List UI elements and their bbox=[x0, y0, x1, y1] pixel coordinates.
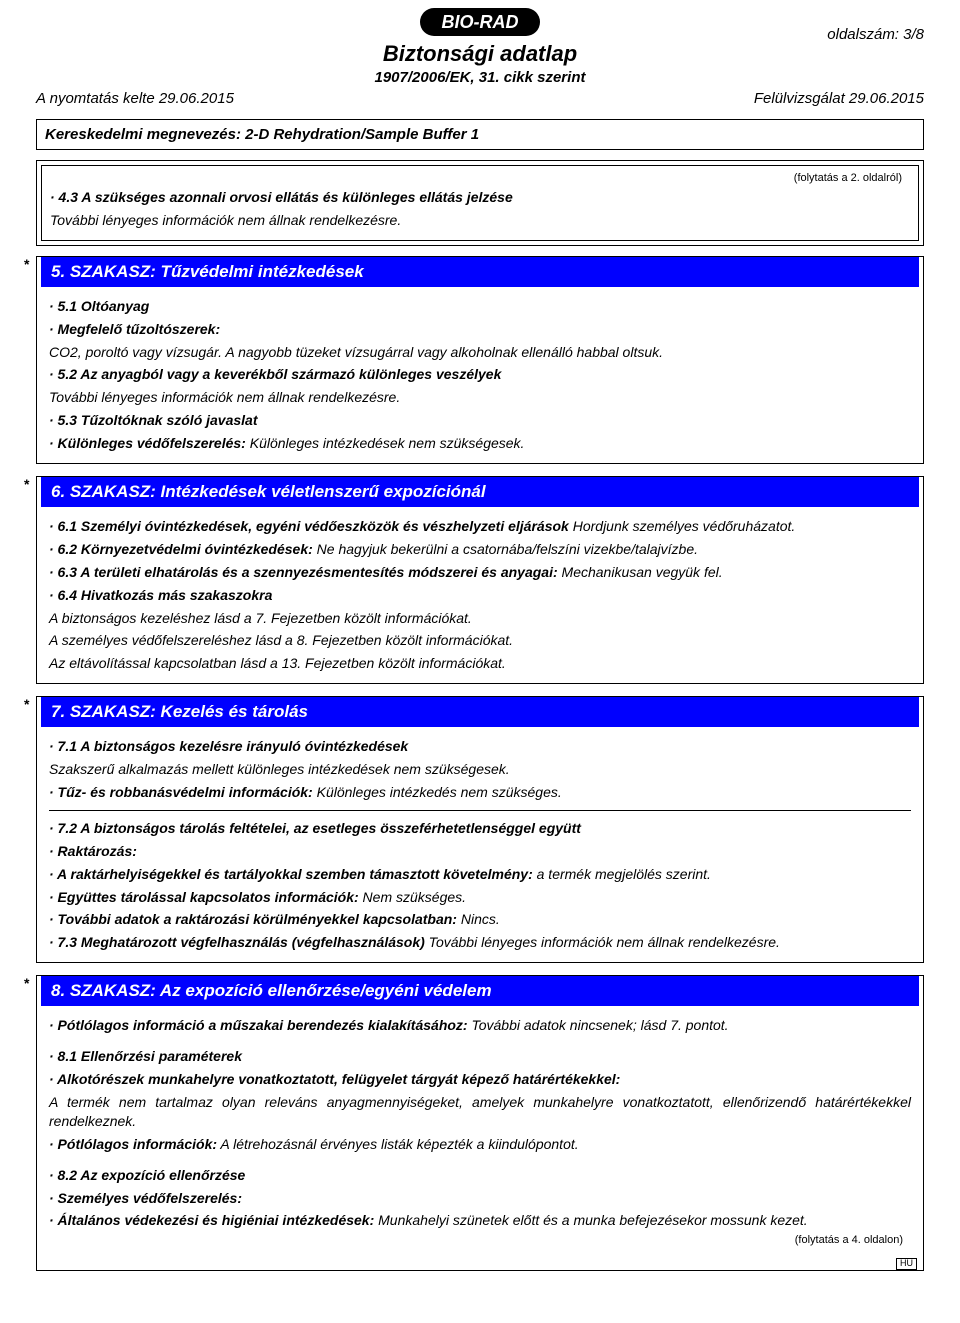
s7-l5: · Raktározás: bbox=[49, 840, 911, 863]
s5-l1: · 5.1 Oltóanyag bbox=[49, 295, 911, 318]
s7-l3-text: Különleges intézkedés nem szükséges. bbox=[317, 784, 562, 800]
s7-l9-label: · 7.3 Meghatározott végfelhasználás (vég… bbox=[49, 934, 425, 950]
product-outer-box: Kereskedelmi megnevezés: 2-D Rehydration… bbox=[36, 119, 924, 150]
product-name: 2-D Rehydration/Sample Buffer 1 bbox=[245, 126, 479, 143]
section-5-box: 5. SZAKASZ: Tűzvédelmi intézkedések · 5.… bbox=[36, 256, 924, 464]
s4-text: További lényeges információk nem állnak … bbox=[50, 209, 910, 232]
s8-l8-text: Munkahelyi szünetek előtt és a munka bef… bbox=[378, 1212, 808, 1228]
revision-date: Felülvizsgálat 29.06.2015 bbox=[754, 90, 924, 107]
s6-l4: · 6.4 Hivatkozás más szakaszokra bbox=[49, 584, 911, 607]
s5-l7: · Különleges védőfelszerelés: Különleges… bbox=[49, 432, 911, 455]
s8-l8-label: · Általános védekezési és higiéniai inté… bbox=[49, 1212, 374, 1228]
separator-line bbox=[49, 810, 911, 811]
s5-l4: · 5.2 Az anyagból vagy a keverékből szár… bbox=[49, 363, 911, 386]
s7-l7: · Együttes tárolással kapcsolatos inform… bbox=[49, 886, 911, 909]
s7-l8: · További adatok a raktározási körülmény… bbox=[49, 908, 911, 931]
s7-l8-text: Nincs. bbox=[461, 911, 500, 927]
s8-l5-label: · Pótlólagos információk: bbox=[49, 1136, 217, 1152]
s8-l1-text: További adatok nincsenek; lásd 7. pontot… bbox=[471, 1017, 728, 1033]
s7-l8-label: · További adatok a raktározási körülmény… bbox=[49, 911, 457, 927]
s6-l3-text: Mechanikusan vegyük fel. bbox=[562, 564, 723, 580]
s7-l3-label: · Tűz- és robbanásvédelmi információk: bbox=[49, 784, 313, 800]
s6-l3: · 6.3 A területi elhatárolás és a szenny… bbox=[49, 561, 911, 584]
section-7-star: * bbox=[24, 696, 34, 712]
document-title: Biztonsági adatlap bbox=[0, 41, 960, 67]
s8-l4: A termék nem tartalmaz olyan releváns an… bbox=[49, 1091, 911, 1133]
section-6-star: * bbox=[24, 476, 34, 492]
section-7-bar: 7. SZAKASZ: Kezelés és tárolás bbox=[41, 697, 919, 727]
document-subtitle: 1907/2006/EK, 31. cikk szerint bbox=[0, 69, 960, 86]
s5-l2: · Megfelelő tűzoltószerek: bbox=[49, 318, 911, 341]
document-header: BIO-RAD Biztonsági adatlap 1907/2006/EK,… bbox=[0, 8, 960, 86]
s6-l2: · 6.2 Környezetvédelmi óvintézkedések: N… bbox=[49, 538, 911, 561]
section-8-bar: 8. SZAKASZ: Az expozíció ellenőrzése/egy… bbox=[41, 976, 919, 1006]
section-6-box: 6. SZAKASZ: Intézkedések véletlenszerű e… bbox=[36, 476, 924, 684]
s7-l2: Szakszerű alkalmazás mellett különleges … bbox=[49, 758, 911, 781]
s7-l4: · 7.2 A biztonságos tárolás feltételei, … bbox=[49, 817, 911, 840]
section-8-box: 8. SZAKASZ: Az expozíció ellenőrzése/egy… bbox=[36, 975, 924, 1271]
s8-l8: · Általános védekezési és higiéniai inté… bbox=[49, 1209, 911, 1232]
s8-l7: · Személyes védőfelszerelés: bbox=[49, 1187, 911, 1210]
section-8-star: * bbox=[24, 975, 34, 991]
hu-tag: HU bbox=[896, 1258, 917, 1270]
s6-l5: A biztonságos kezeléshez lásd a 7. Fejez… bbox=[49, 607, 911, 630]
product-label: Kereskedelmi megnevezés: bbox=[45, 126, 241, 143]
s4-heading: · 4.3 A szükséges azonnali orvosi ellátá… bbox=[50, 186, 910, 209]
section-6-bar: 6. SZAKASZ: Intézkedések véletlenszerű e… bbox=[41, 477, 919, 507]
s5-l7-text: Különleges intézkedések nem szükségesek. bbox=[250, 435, 525, 451]
section-5-star: * bbox=[24, 256, 34, 272]
print-date: A nyomtatás kelte 29.06.2015 bbox=[36, 90, 234, 107]
s6-l3-label: · 6.3 A területi elhatárolás és a szenny… bbox=[49, 564, 558, 580]
bio-rad-logo: BIO-RAD bbox=[420, 8, 540, 39]
s5-l7-label: · Különleges védőfelszerelés: bbox=[49, 435, 246, 451]
s8-l3: · Alkotórészek munkahelyre vonatkoztatot… bbox=[49, 1068, 911, 1091]
s8-l2: · 8.1 Ellenőrzési paraméterek bbox=[49, 1045, 911, 1068]
s5-l6: · 5.3 Tűzoltóknak szóló javaslat bbox=[49, 409, 911, 432]
s7-l3: · Tűz- és robbanásvédelmi információk: K… bbox=[49, 781, 911, 804]
logo-text: BIO-RAD bbox=[442, 12, 519, 32]
s6-l7: Az eltávolítással kapcsolatban lásd a 13… bbox=[49, 652, 911, 675]
s8-l1: · Pótlólagos információ a műszakai beren… bbox=[49, 1014, 911, 1037]
s8-l5: · Pótlólagos információk: A létrehozásná… bbox=[49, 1133, 911, 1156]
s7-l7-label: · Együttes tárolással kapcsolatos inform… bbox=[49, 889, 359, 905]
hu-tag-wrapper: HU bbox=[37, 1258, 923, 1270]
s7-l6-text: a termék megjelölés szerint. bbox=[537, 866, 711, 882]
section-4-box: (folytatás a 2. oldalról) · 4.3 A szüksé… bbox=[36, 160, 924, 246]
section-5-bar: 5. SZAKASZ: Tűzvédelmi intézkedések bbox=[41, 257, 919, 287]
s6-l2-label: · 6.2 Környezetvédelmi óvintézkedések: bbox=[49, 541, 313, 557]
s6-l2-text: Ne hagyjuk bekerülni a csatornába/felszí… bbox=[317, 541, 698, 557]
product-line: Kereskedelmi megnevezés: 2-D Rehydration… bbox=[37, 122, 923, 147]
continuation-bottom: (folytatás a 4. oldalon) bbox=[49, 1232, 911, 1248]
s8-l5-text: A létrehozásnál érvényes listák képezték… bbox=[220, 1136, 578, 1152]
s5-l5: További lényeges információk nem állnak … bbox=[49, 386, 911, 409]
s8-l6: · 8.2 Az expozíció ellenőrzése bbox=[49, 1164, 911, 1187]
s7-l6: · A raktárhelyiségekkel és tartályokkal … bbox=[49, 863, 911, 886]
s5-l3: CO2, poroltó vagy vízsugár. A nagyobb tü… bbox=[49, 341, 911, 364]
s7-l1: · 7.1 A biztonságos kezelésre irányuló ó… bbox=[49, 735, 911, 758]
meta-row: A nyomtatás kelte 29.06.2015 Felülvizsgá… bbox=[0, 90, 960, 115]
section-4-inner: (folytatás a 2. oldalról) · 4.3 A szüksé… bbox=[41, 165, 919, 241]
section-7-box: 7. SZAKASZ: Kezelés és tárolás · 7.1 A b… bbox=[36, 696, 924, 963]
s8-l1-label: · Pótlólagos információ a műszakai beren… bbox=[49, 1017, 468, 1033]
s6-l1: · 6.1 Személyi óvintézkedések, egyéni vé… bbox=[49, 515, 911, 538]
s7-l9-text: További lényeges információk nem állnak … bbox=[429, 934, 780, 950]
s7-l7-text: Nem szükséges. bbox=[363, 889, 466, 905]
s6-l6: A személyes védőfelszereléshez lásd a 8.… bbox=[49, 629, 911, 652]
s7-l6-label: · A raktárhelyiségekkel és tartályokkal … bbox=[49, 866, 533, 882]
s6-l1-text: Hordjunk személyes védőruházatot. bbox=[573, 518, 796, 534]
s6-l1-label: · 6.1 Személyi óvintézkedések, egyéni vé… bbox=[49, 518, 569, 534]
page-number: oldalszám: 3/8 bbox=[827, 26, 924, 43]
continuation-top: (folytatás a 2. oldalról) bbox=[50, 170, 910, 186]
s7-l9: · 7.3 Meghatározott végfelhasználás (vég… bbox=[49, 931, 911, 954]
